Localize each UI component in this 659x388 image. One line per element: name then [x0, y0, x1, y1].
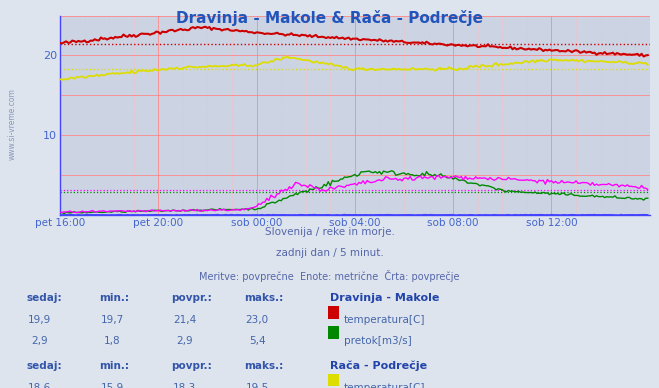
Text: 18,6: 18,6	[28, 383, 51, 388]
Text: 2,9: 2,9	[31, 336, 48, 346]
Text: Rača - Podrečje: Rača - Podrečje	[330, 361, 426, 371]
Text: 19,5: 19,5	[245, 383, 269, 388]
Text: Slovenija / reke in morje.: Slovenija / reke in morje.	[264, 227, 395, 237]
Text: 15,9: 15,9	[100, 383, 124, 388]
Text: 21,4: 21,4	[173, 315, 196, 326]
Text: 18,3: 18,3	[173, 383, 196, 388]
Text: 19,9: 19,9	[28, 315, 51, 326]
Text: povpr.:: povpr.:	[171, 361, 212, 371]
Text: maks.:: maks.:	[244, 361, 283, 371]
Text: Meritve: povprečne  Enote: metrične  Črta: povprečje: Meritve: povprečne Enote: metrične Črta:…	[199, 270, 460, 282]
Text: min.:: min.:	[99, 293, 129, 303]
Text: temperatura[C]: temperatura[C]	[344, 383, 426, 388]
Text: 23,0: 23,0	[245, 315, 269, 326]
Text: Dravinja - Makole & Rača - Podrečje: Dravinja - Makole & Rača - Podrečje	[176, 10, 483, 26]
Text: sedaj:: sedaj:	[26, 361, 62, 371]
Text: sedaj:: sedaj:	[26, 293, 62, 303]
Text: povpr.:: povpr.:	[171, 293, 212, 303]
Text: temperatura[C]: temperatura[C]	[344, 315, 426, 326]
Text: zadnji dan / 5 minut.: zadnji dan / 5 minut.	[275, 248, 384, 258]
Text: 1,8: 1,8	[103, 336, 121, 346]
Text: maks.:: maks.:	[244, 293, 283, 303]
Text: min.:: min.:	[99, 361, 129, 371]
Text: 5,4: 5,4	[248, 336, 266, 346]
Text: 19,7: 19,7	[100, 315, 124, 326]
Text: 2,9: 2,9	[176, 336, 193, 346]
Text: pretok[m3/s]: pretok[m3/s]	[344, 336, 412, 346]
Text: www.si-vreme.com: www.si-vreme.com	[8, 88, 17, 160]
Text: Dravinja - Makole: Dravinja - Makole	[330, 293, 439, 303]
